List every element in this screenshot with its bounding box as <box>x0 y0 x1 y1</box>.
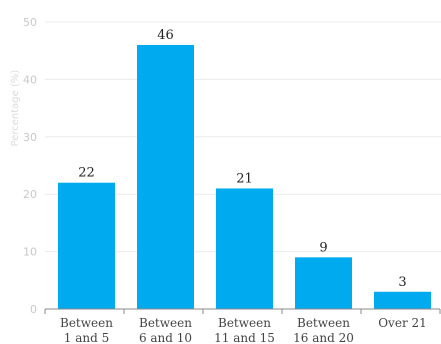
y-axis-ticks: 0 10 20 30 40 50 <box>23 16 37 316</box>
y-tick-label: 0 <box>30 303 37 316</box>
x-axis-ticks <box>44 309 441 314</box>
y-tick-label: 40 <box>23 73 37 86</box>
bar <box>216 188 273 309</box>
y-tick-label: 10 <box>23 246 37 259</box>
y-axis-label: Percentage (%) <box>10 70 21 147</box>
value-labels: 22 46 21 9 3 <box>78 28 406 290</box>
y-tick-label: 20 <box>23 188 37 201</box>
category-label: Over 21 <box>378 316 427 330</box>
bar-value-label: 9 <box>319 240 327 255</box>
bar-value-label: 21 <box>236 171 253 186</box>
bar <box>137 44 194 310</box>
bars <box>58 44 431 310</box>
y-tick-label: 30 <box>23 131 37 144</box>
bar-value-label: 3 <box>398 275 406 290</box>
bar-value-label: 22 <box>78 166 95 181</box>
y-tick-label: 50 <box>23 16 37 29</box>
bar <box>295 257 352 309</box>
category-label: Between 1 and 5 <box>60 316 113 344</box>
category-label: Between 11 and 15 <box>214 316 275 344</box>
category-label: Between 16 and 20 <box>293 316 354 344</box>
bar-value-label: 46 <box>157 28 174 43</box>
bar <box>58 182 115 309</box>
bar <box>374 291 431 309</box>
category-labels: Between 1 and 5 Between 6 and 10 Between 11 a… <box>60 316 427 344</box>
category-label: Between 6 and 10 <box>139 316 192 344</box>
